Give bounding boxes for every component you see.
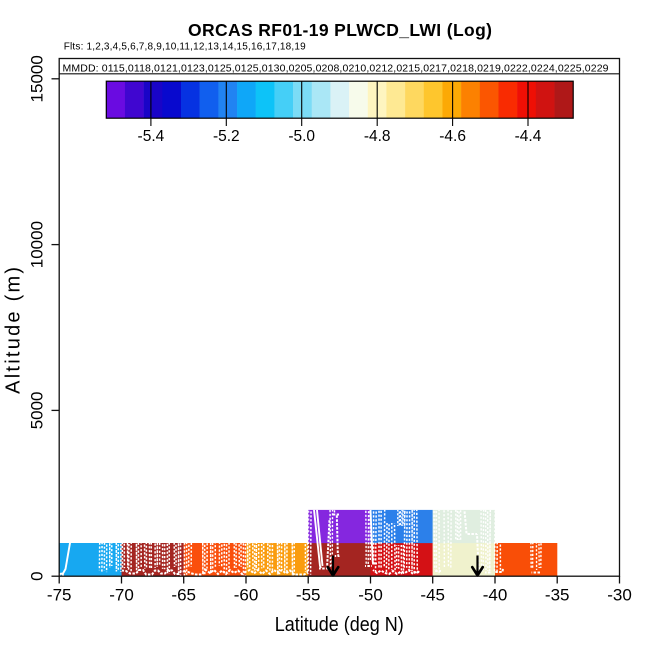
svg-text:15000: 15000: [28, 55, 47, 102]
svg-text:10000: 10000: [28, 221, 47, 268]
svg-text:-65: -65: [171, 586, 196, 605]
svg-text:-35: -35: [545, 586, 570, 605]
svg-text:-4.4: -4.4: [515, 128, 542, 145]
svg-text:-30: -30: [607, 586, 632, 605]
svg-text:0: 0: [28, 571, 47, 580]
svg-text:-50: -50: [358, 586, 383, 605]
svg-text:-4.8: -4.8: [364, 128, 391, 145]
svg-text:-70: -70: [109, 586, 134, 605]
svg-text:-40: -40: [483, 586, 508, 605]
svg-text:5000: 5000: [28, 391, 47, 429]
svg-text:ORCAS RF01-19 PLWCD_LWI (Log): ORCAS RF01-19 PLWCD_LWI (Log): [188, 20, 492, 40]
svg-text:MMDD: 0115,0118,0121,0123,0125: MMDD: 0115,0118,0121,0123,0125,0125,0130…: [63, 63, 609, 75]
svg-text:-45: -45: [420, 586, 445, 605]
svg-text:-75: -75: [47, 586, 72, 605]
svg-text:Latitude (deg N): Latitude (deg N): [275, 614, 404, 636]
svg-text:-5.2: -5.2: [213, 128, 240, 145]
svg-text:-5.0: -5.0: [288, 128, 315, 145]
svg-text:-55: -55: [296, 586, 321, 605]
svg-text:-4.6: -4.6: [439, 128, 466, 145]
svg-text:Flts: 1,2,3,4,5,6,7,8,9,10,11,: Flts: 1,2,3,4,5,6,7,8,9,10,11,12,13,14,1…: [64, 42, 306, 53]
svg-text:-60: -60: [234, 586, 259, 605]
svg-text:-5.4: -5.4: [138, 128, 165, 145]
svg-text:Altitude (m): Altitude (m): [3, 267, 25, 394]
